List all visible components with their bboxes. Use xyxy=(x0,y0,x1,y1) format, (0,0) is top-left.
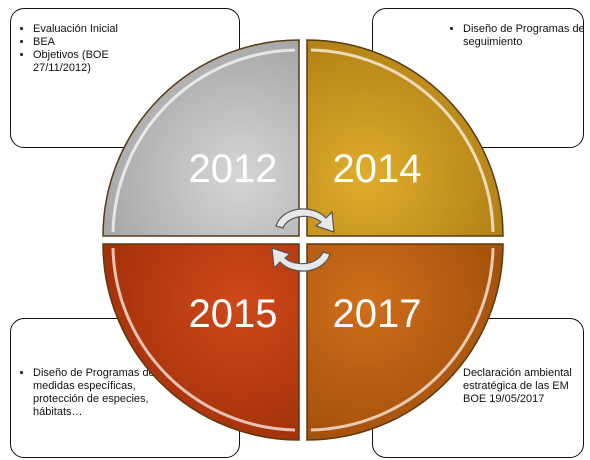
box-item: Evaluación Inicial xyxy=(33,23,153,36)
quadrant xyxy=(102,243,300,441)
box-item: BEA xyxy=(33,36,153,49)
cycle-arrow xyxy=(275,208,335,233)
quadrant-label: 2012 xyxy=(189,147,278,191)
highlight xyxy=(111,48,296,233)
box-item: Diseño de Programas de seguimiento xyxy=(463,23,588,49)
cycle-arrow xyxy=(271,247,331,272)
quadrant xyxy=(306,39,504,237)
quadrant-label: 2014 xyxy=(333,147,422,191)
box-item: Objetivos (BOE 27/11/2012) xyxy=(33,49,153,75)
quadrant-label: 2015 xyxy=(189,292,278,336)
box-line: BOE 19/05/2017 xyxy=(463,393,545,405)
quadrant xyxy=(306,243,504,441)
box-line: Declaración ambiental estratégica de las… xyxy=(463,367,572,392)
highlight xyxy=(310,247,495,432)
highlight xyxy=(111,247,296,432)
highlight xyxy=(310,48,495,233)
box-item: Diseño de Programas de medidas específic… xyxy=(33,367,173,419)
quadrant-label: 2017 xyxy=(333,292,422,336)
quadrant xyxy=(102,39,300,237)
